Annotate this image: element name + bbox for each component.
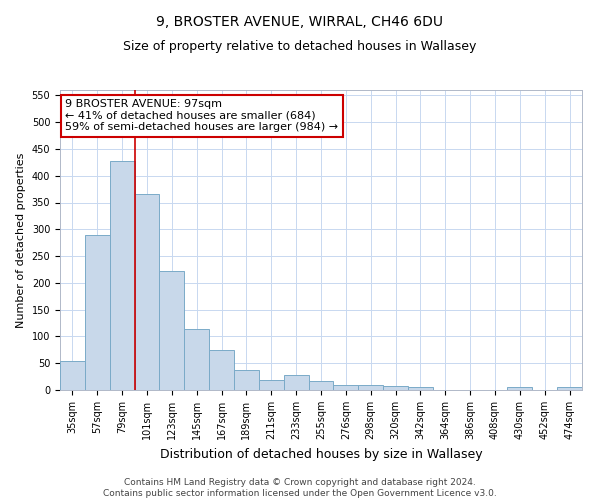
Bar bbox=[259, 380, 284, 390]
Bar bbox=[557, 388, 582, 390]
Bar bbox=[284, 375, 308, 390]
Text: 9, BROSTER AVENUE, WIRRAL, CH46 6DU: 9, BROSTER AVENUE, WIRRAL, CH46 6DU bbox=[157, 15, 443, 29]
Bar bbox=[85, 234, 110, 390]
Bar bbox=[383, 386, 408, 390]
Y-axis label: Number of detached properties: Number of detached properties bbox=[16, 152, 26, 328]
Text: 9 BROSTER AVENUE: 97sqm
← 41% of detached houses are smaller (684)
59% of semi-d: 9 BROSTER AVENUE: 97sqm ← 41% of detache… bbox=[65, 99, 338, 132]
Bar bbox=[358, 385, 383, 390]
Bar bbox=[308, 382, 334, 390]
Text: Contains HM Land Registry data © Crown copyright and database right 2024.
Contai: Contains HM Land Registry data © Crown c… bbox=[103, 478, 497, 498]
Bar bbox=[508, 388, 532, 390]
Text: Size of property relative to detached houses in Wallasey: Size of property relative to detached ho… bbox=[124, 40, 476, 53]
Bar bbox=[60, 360, 85, 390]
Bar bbox=[110, 160, 134, 390]
X-axis label: Distribution of detached houses by size in Wallasey: Distribution of detached houses by size … bbox=[160, 448, 482, 460]
Bar bbox=[184, 329, 209, 390]
Bar bbox=[334, 384, 358, 390]
Bar bbox=[209, 350, 234, 390]
Bar bbox=[408, 388, 433, 390]
Bar bbox=[234, 370, 259, 390]
Bar bbox=[134, 194, 160, 390]
Bar bbox=[160, 271, 184, 390]
